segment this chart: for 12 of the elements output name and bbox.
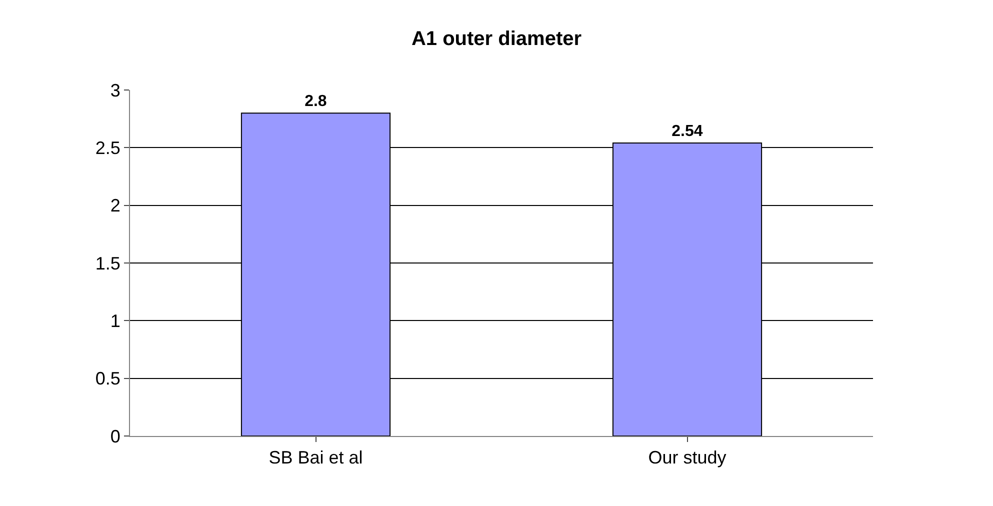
x-tick-label: SB Bai et al bbox=[268, 448, 363, 468]
data-label: 2.54 bbox=[672, 123, 703, 140]
y-tick-label: 0 bbox=[110, 426, 120, 446]
chart-title: A1 outer diameter bbox=[411, 28, 582, 50]
y-tick-label: 2.5 bbox=[95, 138, 120, 158]
x-tick-label: Our study bbox=[648, 448, 726, 468]
y-tick-label: 2 bbox=[110, 196, 120, 216]
data-label: 2.8 bbox=[304, 93, 327, 110]
y-tick-label: 1.5 bbox=[95, 253, 120, 274]
y-tick-label: 3 bbox=[110, 80, 120, 100]
y-tick-label: 0.5 bbox=[95, 368, 120, 389]
y-tick-label: 1 bbox=[110, 310, 120, 331]
